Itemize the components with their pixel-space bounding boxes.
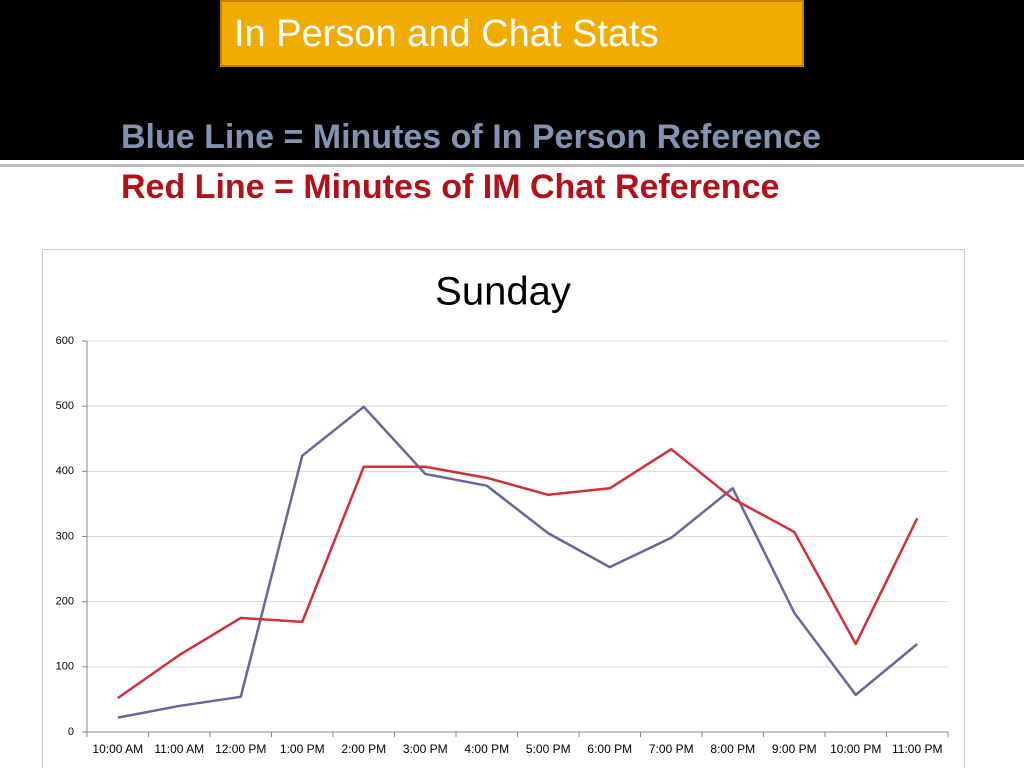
header-rule xyxy=(0,164,1024,167)
data-line xyxy=(117,447,919,700)
slide-title: In Person and Chat Stats xyxy=(220,0,804,67)
heading-line: Blue Line = Minutes of In Person Referen… xyxy=(121,118,821,156)
x-tick-label: 6:00 PM xyxy=(587,742,632,756)
x-tick-label: 7:00 PM xyxy=(649,742,694,756)
chart-title: Sunday xyxy=(435,270,571,314)
y-tick-label: 500 xyxy=(56,400,74,412)
y-tick-label: 0 xyxy=(68,726,74,738)
x-tick-label: 5:00 PM xyxy=(526,742,571,756)
x-tick-label: 3:00 PM xyxy=(403,742,448,756)
x-tick-label: 11:00 AM xyxy=(154,742,204,756)
data-line xyxy=(117,405,919,719)
x-tick-label: 10:00 AM xyxy=(92,742,143,756)
x-tick-label: 1:00 PM xyxy=(280,742,325,756)
heading-line: Red Line = Minutes of IM Chat Reference xyxy=(121,168,780,206)
x-tick-label: 4:00 PM xyxy=(464,742,509,756)
y-tick-label: 400 xyxy=(56,465,74,477)
x-tick-label: 2:00 PM xyxy=(341,742,386,756)
y-tick-label: 600 xyxy=(56,335,74,347)
x-tick-label: 9:00 PM xyxy=(772,742,817,756)
x-tick-label: 12:00 PM xyxy=(215,742,266,756)
y-tick-label: 100 xyxy=(56,661,74,673)
x-tick-label: 8:00 PM xyxy=(710,742,755,756)
chart-frame xyxy=(42,249,965,768)
y-tick-label: 200 xyxy=(56,596,74,608)
y-tick-label: 300 xyxy=(56,530,74,542)
x-tick-label: 10:00 PM xyxy=(830,742,881,756)
x-tick-label: 11:00 PM xyxy=(892,742,942,756)
